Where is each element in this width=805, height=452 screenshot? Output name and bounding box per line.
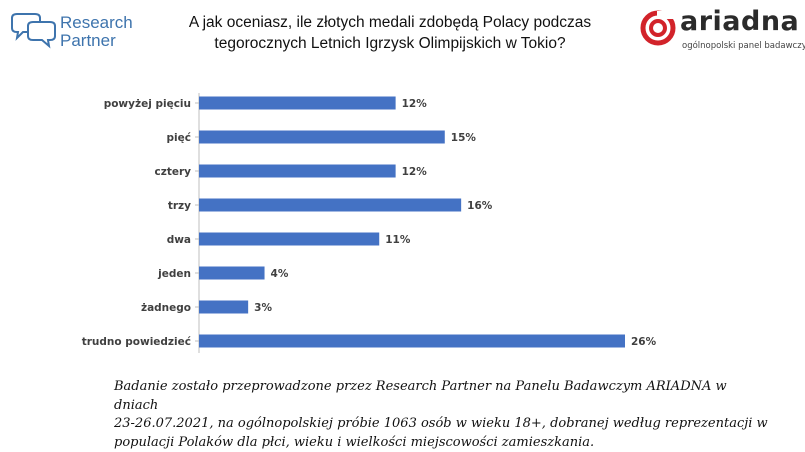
category-label: żadnego bbox=[141, 302, 191, 314]
bar bbox=[199, 165, 396, 178]
ariadna-logo: ariadna ogólnopolski panel badawczy bbox=[640, 10, 800, 55]
brand-partner: Partner bbox=[60, 32, 133, 50]
value-label: 3% bbox=[254, 302, 272, 314]
ariadna-subtitle: ogólnopolski panel badawczy bbox=[682, 41, 805, 51]
value-label: 16% bbox=[467, 200, 493, 212]
title-line-1: A jak oceniasz, ile złotych medali zdobę… bbox=[185, 12, 595, 33]
footer-line-1: Badanie zostało przeprowadzone przez Res… bbox=[114, 378, 774, 415]
ariadna-spiral-icon bbox=[640, 10, 678, 48]
bar bbox=[199, 301, 248, 314]
value-label: 15% bbox=[451, 132, 477, 144]
value-label: 4% bbox=[271, 268, 289, 280]
value-label: 12% bbox=[402, 98, 428, 110]
category-label: dwa bbox=[167, 234, 191, 246]
footer-line-2: 23-26.07.2021, na ogólnopolskiej próbie … bbox=[114, 415, 774, 434]
value-label: 26% bbox=[631, 336, 657, 348]
bar bbox=[199, 97, 396, 110]
bar bbox=[199, 199, 461, 212]
value-label: 11% bbox=[385, 234, 411, 246]
bar bbox=[199, 131, 445, 144]
category-label: cztery bbox=[155, 166, 192, 178]
methodology-note: Badanie zostało przeprowadzone przez Res… bbox=[114, 378, 774, 452]
value-label: 12% bbox=[402, 166, 428, 178]
speech-bubbles-icon bbox=[8, 12, 58, 52]
category-label: trudno powiedzieć bbox=[82, 336, 191, 348]
question-title: A jak oceniasz, ile złotych medali zdobę… bbox=[185, 12, 595, 54]
bar bbox=[199, 233, 379, 246]
bar-chart: powyżej pięciu 12% pięć 15% cztery 12% trzy 16%… bbox=[0, 80, 805, 370]
category-label: pięć bbox=[167, 132, 191, 144]
category-label: trzy bbox=[168, 200, 191, 212]
research-partner-logo: Research Partner bbox=[8, 12, 138, 52]
category-label: jeden bbox=[157, 268, 191, 280]
bar bbox=[199, 267, 265, 280]
brand-research: Research bbox=[60, 14, 133, 32]
title-line-2: tegorocznych Letnich Igrzysk Olimpijskic… bbox=[185, 33, 595, 54]
ariadna-wordmark: ariadna bbox=[680, 6, 799, 37]
footer-line-3: populacji Polaków dla płci, wieku i wiel… bbox=[114, 434, 774, 452]
bar bbox=[199, 335, 625, 348]
category-label: powyżej pięciu bbox=[104, 98, 191, 110]
